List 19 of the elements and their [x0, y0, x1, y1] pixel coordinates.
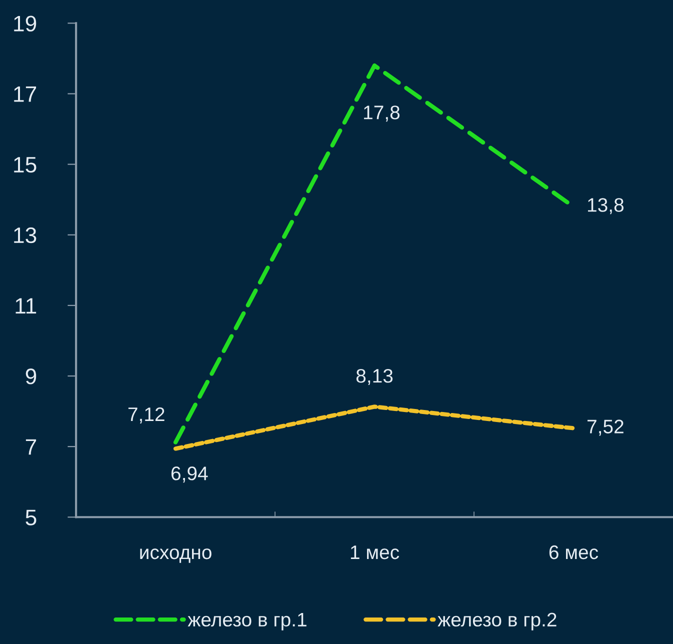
- y-tick-label: 15: [14, 157, 36, 173]
- y-tick-label: 19: [14, 16, 36, 32]
- data-label: 8,13: [356, 368, 393, 386]
- data-label: 13,8: [588, 198, 624, 214]
- y-tick-label: 13: [14, 227, 36, 244]
- data-label: 6,94: [171, 466, 208, 483]
- y-tick-label: 17: [14, 86, 36, 102]
- y-tick-label: 7: [26, 439, 36, 455]
- y-tick-label: 11: [16, 298, 36, 314]
- legend-label: железо в гр.2: [438, 612, 556, 630]
- data-label: 7,52: [588, 420, 624, 436]
- x-tick-label: 6 мес: [549, 545, 598, 560]
- y-tick-label: 5: [26, 510, 36, 526]
- x-tick-label: исходно: [140, 548, 212, 563]
- x-tick-label: 1 мес: [350, 546, 400, 560]
- y-tick-label: 9: [26, 368, 36, 384]
- data-label: 17,8: [364, 106, 400, 122]
- data-label: 7,12: [128, 407, 164, 424]
- legend-label: железо в гр.1: [188, 612, 306, 630]
